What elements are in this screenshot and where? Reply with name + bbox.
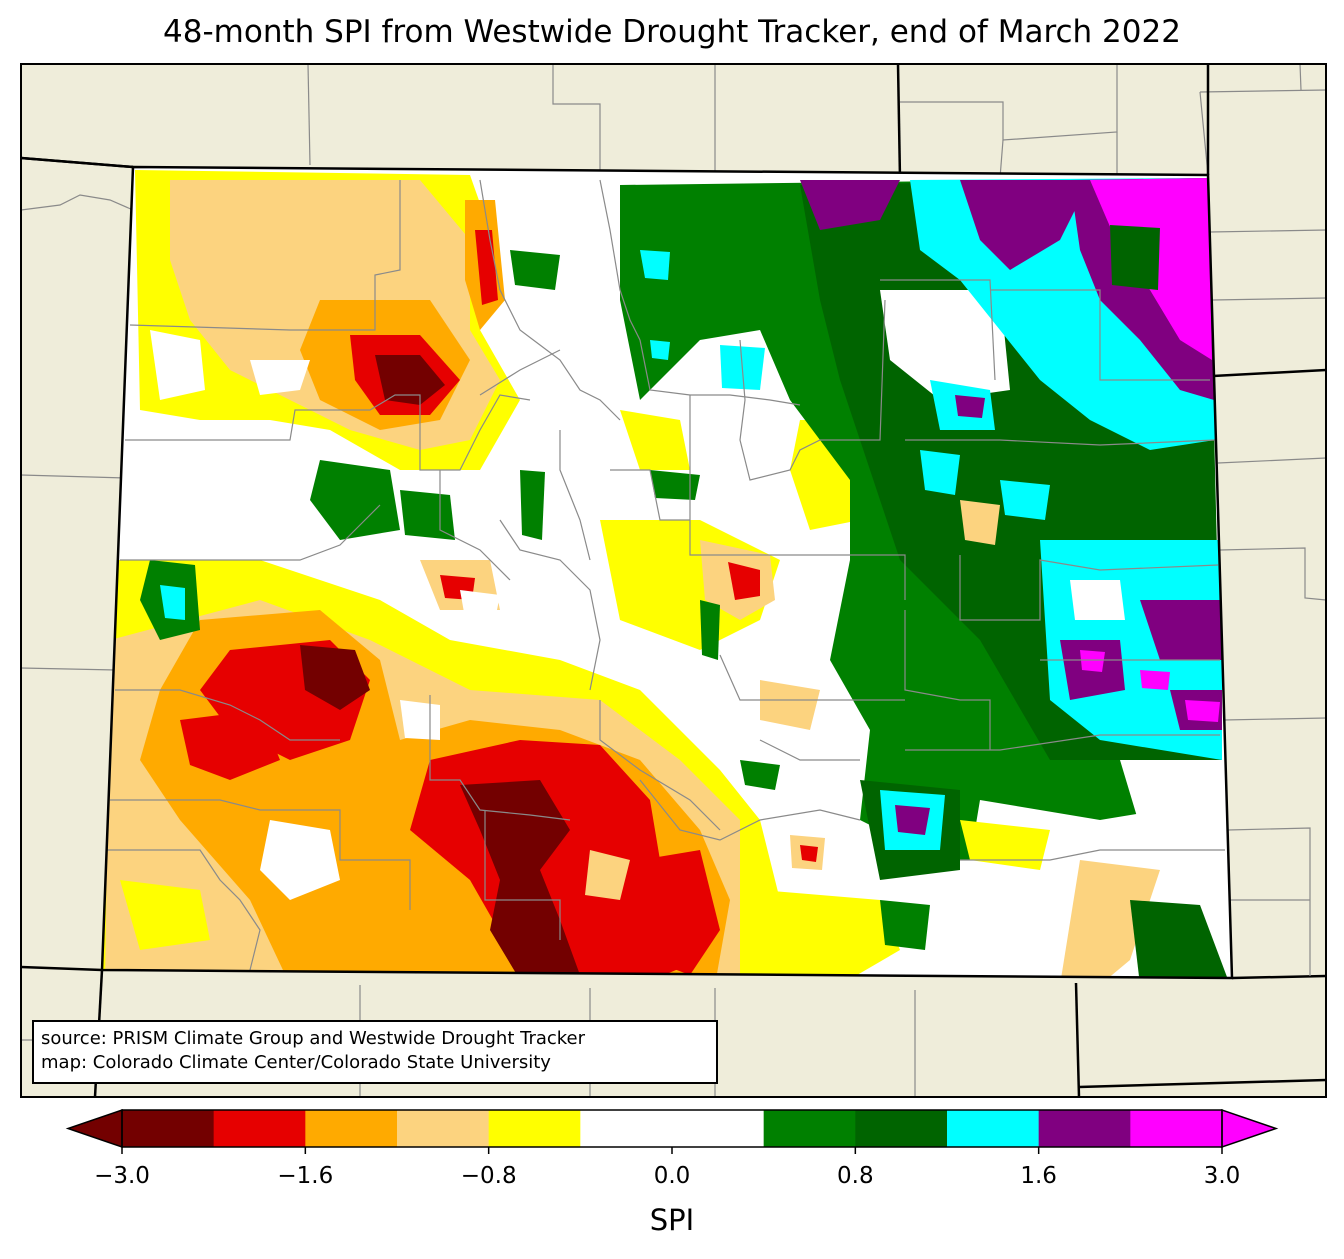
map-title: 48-month SPI from Westwide Drought Track…	[163, 14, 1181, 50]
colorbar-bin	[855, 1110, 948, 1147]
colorado-border	[100, 165, 1234, 980]
colorbar-bin	[213, 1110, 306, 1147]
colorbar-tick-label: 0.0	[653, 1163, 691, 1189]
colorbar-bin	[672, 1110, 765, 1147]
colorbar-extend-low	[65, 1108, 123, 1149]
map-frame	[20, 63, 1327, 1098]
map-credit-line: map: Colorado Climate Center/Colorado St…	[41, 1052, 551, 1073]
colorbar-tick-label: −0.8	[460, 1163, 517, 1189]
colorbar-tick-label: 1.6	[1020, 1163, 1057, 1189]
colorbar-bin	[1130, 1110, 1223, 1147]
colorbar-bin	[122, 1110, 215, 1147]
colorbar-bin	[763, 1110, 856, 1147]
colorbar-tick-label: 0.8	[837, 1163, 874, 1189]
colorbar-bin	[947, 1110, 1040, 1147]
colorbar-tick-label: −3.0	[94, 1163, 150, 1189]
colorbar-label: SPI	[649, 1203, 695, 1237]
spi-field	[102, 167, 1232, 978]
colorbar-bin	[305, 1110, 398, 1147]
colorbar-bin	[488, 1110, 581, 1147]
southeast-mixed	[740, 800, 1230, 978]
colorbar-bin	[580, 1110, 673, 1147]
dry-southwest	[102, 560, 780, 978]
wet-northeast	[620, 178, 1225, 978]
colorbar-extend-high	[1221, 1108, 1279, 1149]
dry-northwest	[135, 170, 520, 470]
spi-colorbar	[65, 1108, 1279, 1154]
colorbar-tick-label: −1.6	[277, 1163, 334, 1189]
colorado-county-lines	[105, 179, 1225, 971]
spi-map	[20, 63, 1327, 1098]
colorbar-tick-label: 3.0	[1203, 1163, 1241, 1189]
colorbar-bin	[397, 1110, 490, 1147]
source-line: source: PRISM Climate Group and Westwide…	[41, 1028, 586, 1049]
source-caption-box: source: PRISM Climate Group and Westwide…	[32, 1020, 718, 1084]
colorbar-bin	[1038, 1110, 1131, 1147]
